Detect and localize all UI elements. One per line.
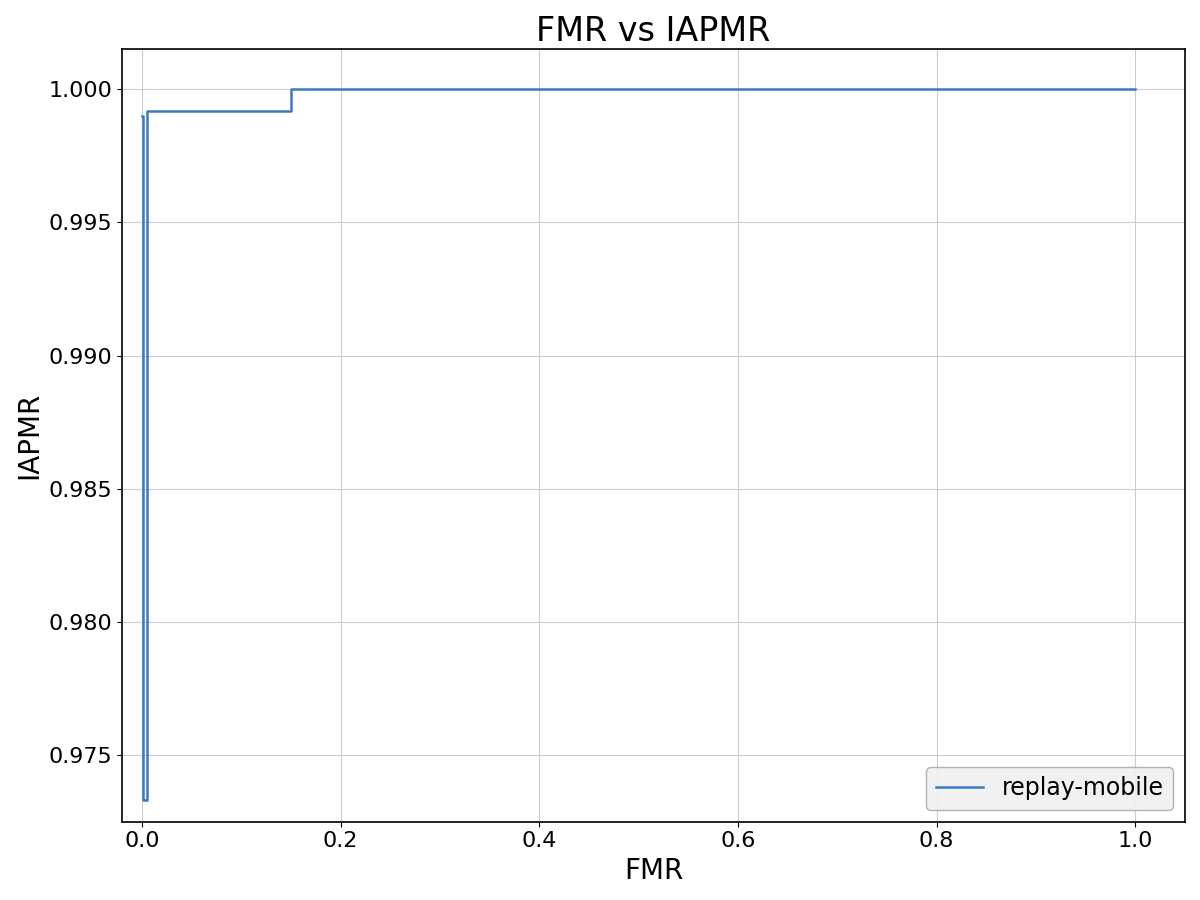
replay-mobile [134, 111, 149, 122]
Line: replay-mobile: replay-mobile [142, 89, 1135, 800]
Title: FMR vs IAPMR: FMR vs IAPMR [536, 15, 770, 48]
Legend: replay-mobile: replay-mobile [926, 767, 1174, 810]
replay-mobile [139, 105, 154, 116]
replay-mobile [139, 795, 154, 806]
replay-mobile [136, 795, 150, 806]
replay-mobile [731, 84, 745, 94]
replay-mobile [284, 84, 299, 94]
replay-mobile [136, 111, 150, 122]
replay-mobile [1128, 84, 1142, 94]
replay-mobile [731, 84, 745, 94]
X-axis label: FMR: FMR [624, 857, 683, 885]
replay-mobile [284, 105, 299, 116]
Y-axis label: IAPMR: IAPMR [14, 392, 43, 479]
